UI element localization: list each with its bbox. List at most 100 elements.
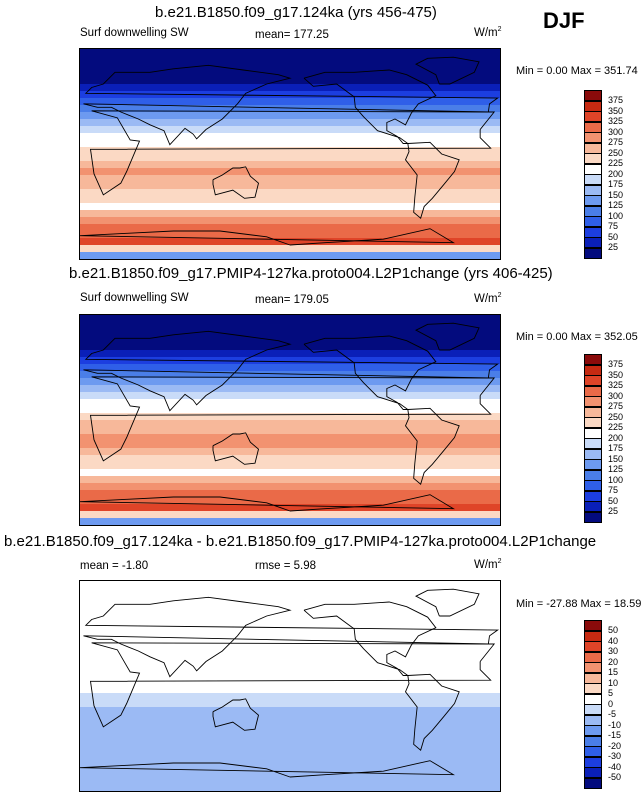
panel-1-lat-band <box>80 77 500 85</box>
panel-3-colorbar-cell <box>584 777 602 789</box>
panel-3-minmax: Min = -27.88 Max = 18.59 <box>516 598 642 610</box>
panel-3-colorbar-label: 15 <box>608 667 619 677</box>
panel-2-map <box>79 314 501 526</box>
panel-3-lat-band <box>80 602 500 610</box>
panel-2-colorbar-label: 150 <box>608 453 624 464</box>
panel-2-lat-band <box>80 497 500 505</box>
panel-3-lat-band <box>80 665 500 673</box>
panel-3-colorbar-cell <box>584 620 602 631</box>
panel-1-minmax: Min = 0.00 Max = 351.74 <box>516 65 638 77</box>
panel-3-colorbar-cell <box>584 756 602 768</box>
panel-1-lat-band <box>80 112 500 120</box>
panel-2-colorbar-cell <box>584 448 602 460</box>
panel-1-colorbar-cell <box>584 132 602 143</box>
panel-1-colorbar-cell <box>584 153 602 164</box>
panel-3-colorbar-cell <box>584 662 602 673</box>
panel-3-colorbar: 50 40 30 20 15 10 5 0 -5 -10 -15 -20 -30 -40 -50 <box>584 620 634 789</box>
panel-3-lat-band <box>80 588 500 596</box>
panel-2-mean-label: mean= 179.05 <box>255 294 329 306</box>
panel-3-colorbar-cell <box>584 725 602 736</box>
panel-3-colorbar-label: -40 <box>608 761 622 772</box>
panel-2-coastline <box>303 335 437 410</box>
panel-3-coastline <box>212 698 260 731</box>
panel-1-colorbar-cell <box>584 174 602 185</box>
panel-2-colorbar-cell <box>584 501 602 512</box>
panel-3-title: b.e21.B1850.f09_g17.124ka - b.e21.B1850.… <box>4 533 597 550</box>
panel-3-colorbar-label: -15 <box>608 730 622 740</box>
panel-1-colorbar-label: 25 <box>608 242 619 252</box>
panel-3-lat-band <box>80 728 500 736</box>
panel-1-lat-band <box>80 56 500 64</box>
panel-2-coastline <box>404 407 460 485</box>
panel-1-coastline <box>89 110 496 196</box>
panel-1-map <box>79 48 501 260</box>
panel-1-units: W/m2 <box>474 26 502 39</box>
panel-1-lat-band <box>80 182 500 190</box>
panel-3-lat-band <box>80 700 500 708</box>
panel-1-colorbar-label: 75 <box>608 221 619 231</box>
panel-2-colorbar-label: 175 <box>608 443 624 453</box>
panel-1-colorbar-label: 350 <box>608 105 624 116</box>
panel-2-lat-band <box>80 490 500 498</box>
panel-3-lat-band <box>80 658 500 666</box>
panel-1-lat-band <box>80 84 500 92</box>
panel-3-map <box>79 580 501 792</box>
panel-2-lat-band <box>80 406 500 414</box>
panel-3-colorbar-label: 40 <box>608 635 619 646</box>
panel-1-colorbar-label: 375 <box>608 95 624 105</box>
panel-1-colorbar-label: 225 <box>608 158 624 168</box>
panel-1-lat-band <box>80 91 500 99</box>
panel-2-colorbar-cell <box>584 417 602 428</box>
panel-1-lat-band <box>80 161 500 169</box>
panel-1-lat-band <box>80 49 500 57</box>
panel-1-colorbar-cell <box>584 216 602 227</box>
panel-3-lat-band <box>80 644 500 652</box>
panel-1-lat-band <box>80 126 500 134</box>
panel-3-lat-band <box>80 630 500 638</box>
panel-3-colorbar-cell <box>584 641 602 652</box>
panel-1-lat-band <box>80 63 500 71</box>
panel-3-lat-band <box>80 749 500 757</box>
panel-3-lat-band <box>80 763 500 771</box>
panel-2-lat-band <box>80 364 500 372</box>
panel-1-coastline <box>404 141 460 219</box>
panel-2-colorbar-cell <box>584 480 602 491</box>
panel-3-colorbar-cell <box>584 735 602 747</box>
panel-2-colorbar-label: 325 <box>608 380 624 390</box>
panel-1-lat-band <box>80 245 500 253</box>
panel-1-colorbar-label: 250 <box>608 147 624 158</box>
panel-2-minmax: Min = 0.00 Max = 352.05 <box>516 331 638 343</box>
panel-2-colorbar-label: 125 <box>608 464 624 474</box>
panel-3-colorbar-label: 50 <box>608 625 619 635</box>
panel-2-lat-band <box>80 392 500 400</box>
panel-2-colorbar-label: 225 <box>608 422 624 432</box>
panel-2-colorbar-cell <box>584 375 602 386</box>
panel-2-lat-band <box>80 420 500 428</box>
panel-1-colorbar-label: 200 <box>608 168 624 179</box>
panel-2-colorbar-cell <box>584 427 602 439</box>
panel-3-colorbar-cell <box>584 714 602 726</box>
panel-1-colorbar-cell <box>584 90 602 101</box>
panel-3-lat-band <box>80 693 500 701</box>
panel-2-colorbar-label: 375 <box>608 359 624 369</box>
panel-1-lat-band <box>80 189 500 197</box>
panel-2-lat-band <box>80 357 500 365</box>
panel-1-lat-band <box>80 105 500 113</box>
panel-3-colorbar-cell <box>584 767 602 778</box>
panel-1-colorbar-cell <box>584 142 602 154</box>
panel-2-colorbar-cell <box>584 406 602 418</box>
panel-2-lat-band <box>80 462 500 470</box>
panel-2-lat-band <box>80 350 500 358</box>
panel-1-colorbar: 375 350 325 300 275 250 225 200 175 150 125 100 75 50… <box>584 90 634 259</box>
panel-3-colorbar-label: 20 <box>608 656 619 667</box>
panel-2-coastline <box>415 322 480 351</box>
panel-3-colorbar-label: 5 <box>608 688 614 698</box>
panel-3-coastline <box>83 596 500 678</box>
panel-2-colorbar-label: 100 <box>608 474 624 485</box>
panel-3-colorbar-cell <box>584 651 602 663</box>
panel-2-colorbar-cell <box>584 354 602 365</box>
panel-2-colorbar-label: 75 <box>608 485 619 495</box>
panel-1-lat-band <box>80 231 500 239</box>
panel-1-coastline <box>80 228 456 246</box>
panel-1-lat-band <box>80 203 500 211</box>
